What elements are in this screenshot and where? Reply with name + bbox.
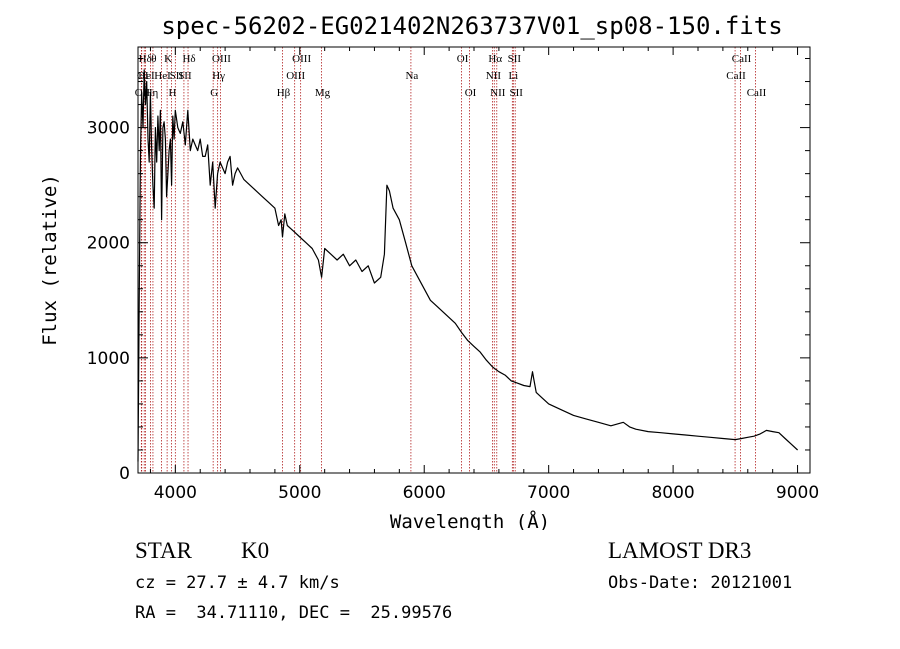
y-tick-label: 2000 [87, 234, 130, 254]
line-label: CaII [726, 70, 746, 82]
x-axis-label: Wavelength (Å) [390, 510, 550, 530]
redshift-text: cz = 27.7 ± 4.7 km/s [135, 573, 340, 593]
object-subclass: K0 [241, 538, 270, 563]
y-ticks: 0 1000 2000 3000 [87, 58, 810, 484]
line-label: OI [465, 87, 477, 99]
line-label: OIII [212, 53, 231, 65]
line-label: NII [486, 70, 502, 82]
x-tick-label: 5000 [278, 483, 321, 503]
line-label: SII [508, 53, 522, 65]
line-label: Mg [315, 87, 331, 99]
line-label: Hη [145, 87, 159, 99]
x-tick-label: 6000 [403, 483, 446, 503]
line-label: OI [457, 53, 469, 65]
line-label: G [210, 87, 218, 99]
line-label: NII [490, 87, 506, 99]
x-tick-label: 4000 [154, 483, 197, 503]
line-label: OIII [292, 53, 311, 65]
line-label: H [168, 87, 176, 99]
x-tick-label: 9000 [776, 483, 819, 503]
line-label: SII [170, 70, 184, 82]
line-label: OIII [286, 70, 305, 82]
chart-title: spec-56202-EG021402N263737V01_sp08-150.f… [161, 12, 782, 40]
line-label: SII [509, 87, 523, 99]
y-tick-label: 0 [119, 464, 130, 484]
line-label: OI [137, 70, 149, 82]
x-ticks: 4000 5000 6000 7000 8000 9000 [149, 47, 819, 503]
line-label: Li [508, 70, 518, 82]
line-label: HeI [138, 70, 155, 82]
line-label: Hδ [182, 53, 195, 65]
line-label: Hα [488, 53, 502, 65]
x-tick-label: 8000 [651, 483, 694, 503]
line-label: CaII [747, 87, 767, 99]
line-label: K [164, 53, 172, 65]
line-label: Na [405, 70, 418, 82]
coordinates: RA = 34.71110, DEC = 25.99576 [135, 603, 453, 623]
line-label: Hγ [212, 70, 225, 82]
line-label: SII [178, 70, 192, 82]
line-label: HeI [154, 70, 171, 82]
line-label: Hδ [139, 53, 152, 65]
emission-lines [140, 47, 756, 473]
x-tick-label: 7000 [527, 483, 570, 503]
spectrum-line [137, 69, 799, 462]
line-label: θ [151, 53, 156, 65]
y-tick-label: 1000 [87, 349, 130, 369]
y-axis-label: Flux (relative) [39, 174, 61, 346]
line-label: Hβ [277, 87, 291, 99]
survey-name: LAMOST DR3 [608, 538, 752, 563]
plot-frame [137, 46, 811, 474]
line-label: CaII [732, 53, 752, 65]
object-class: STAR [135, 538, 192, 563]
obs-date: Obs-Date: 20121001 [608, 573, 793, 593]
spectrum-chart: spec-56202-EG021402N263737V01_sp08-150.f… [39, 12, 819, 530]
y-tick-label: 3000 [87, 119, 130, 139]
